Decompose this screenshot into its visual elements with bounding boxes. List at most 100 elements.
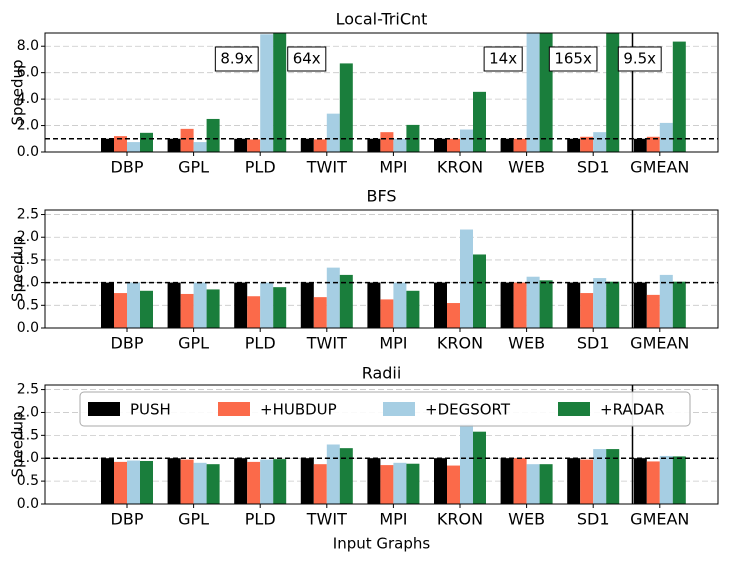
bar [526,33,540,152]
legend-label: PUSH [130,401,171,419]
legend-label: +DEGSORT [425,401,511,419]
bar [339,63,353,152]
bar [260,282,274,328]
plot-frame [44,32,719,153]
bar [473,91,486,152]
x-tick-label: MPI [379,510,407,529]
bar [539,280,553,328]
bar [193,462,207,504]
legend-swatch [383,402,415,416]
x-tick-label: MPI [379,334,407,353]
bar [300,282,314,328]
chart-title: BFS [366,187,396,206]
bar [434,138,447,152]
bar [473,254,486,328]
annotation-text: 14x [489,50,517,68]
y-tick-label: 1.0 [17,450,39,466]
y-tick-label: 0.5 [17,473,39,489]
bar [273,287,287,328]
y-tick-label: 2.0 [17,404,39,420]
annotation-text: 8.9x [220,50,253,68]
x-tick-label: GMEAN [630,158,689,177]
bar [447,303,460,328]
bar [247,461,261,504]
x-tick-label: GPL [178,510,209,529]
x-tick-label: GPL [178,334,209,353]
legend-label: +HUBDUP [260,401,337,419]
bar [633,458,647,504]
y-tick-label: 2.5 [17,382,39,398]
plot-frame [44,384,719,505]
bar [206,289,220,328]
bar [593,449,607,504]
bar [500,138,514,152]
y-axis-label: Speedup [9,411,27,477]
x-tick-label: TWIT [306,510,347,529]
bar [367,282,381,328]
y-axis-label: Speedup [9,236,27,302]
bar [580,459,594,504]
bar [180,128,194,152]
bar [326,267,340,328]
bar [513,458,527,504]
annotation: 9.5x [617,46,662,72]
bar [606,449,620,504]
bar [234,282,248,328]
bar [127,282,140,328]
bar [180,459,194,504]
bar [101,282,114,328]
bar [447,138,460,152]
x-tick-label: SD1 [577,158,610,177]
y-tick-label: 0.5 [17,297,39,313]
y-tick-label: 8.0 [17,38,39,54]
annotation-box [287,46,327,72]
bar [646,294,660,328]
bar [114,461,127,504]
x-tick-label: DBP [111,510,144,529]
annotation-text: 9.5x [623,50,656,68]
bar [659,274,673,328]
legend-swatch [558,402,590,416]
bar [101,458,114,504]
x-tick-label: PLD [245,158,276,177]
legend-swatch [218,402,250,416]
bar [567,458,581,504]
annotation-box [214,46,259,72]
bar [633,282,647,328]
bar [300,138,314,152]
bar [460,229,473,328]
x-tick-label: WEB [508,510,545,529]
bar [672,281,686,328]
bar [593,278,607,328]
bar [539,464,553,504]
bar [526,276,540,328]
bar [672,456,686,504]
annotation: 8.9x [214,46,259,72]
bar [127,142,140,152]
y-tick-label: 1.5 [17,427,39,443]
x-tick-label: GPL [178,158,209,177]
bar [247,296,261,328]
bar [167,458,181,504]
x-tick-label: DBP [111,334,144,353]
x-tick-label: SD1 [577,510,610,529]
x-tick-label: GMEAN [630,334,689,353]
bar [447,465,460,504]
bar [140,460,153,504]
bar [513,282,527,328]
y-tick-label: 0.0 [17,320,39,336]
bar [473,431,486,504]
bar [326,444,340,504]
x-tick-label: TWIT [306,334,347,353]
bar [167,282,181,328]
bar [380,465,394,504]
bar [633,138,647,152]
y-tick-label: 2.0 [17,118,39,134]
bar [513,138,527,152]
bar [500,458,514,504]
bar [260,34,274,153]
bar [646,461,660,504]
bar [234,458,248,504]
bar [593,132,607,152]
